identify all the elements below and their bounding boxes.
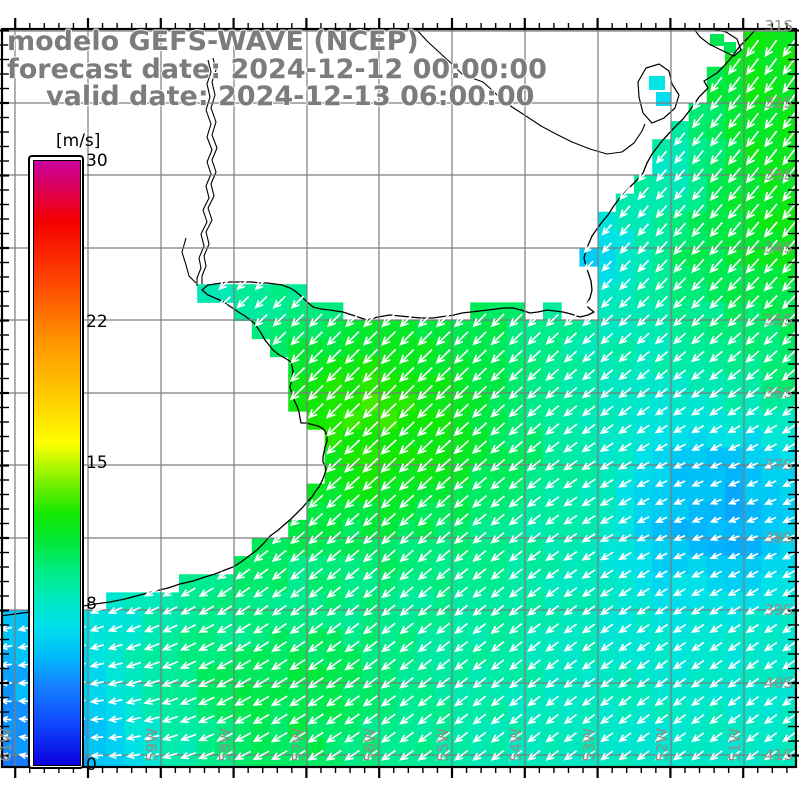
lon-label-56W: 56W xyxy=(361,728,379,762)
valid-date: valid date: 2024-12-13 06:00:00 xyxy=(46,81,535,112)
lat-label-32S: 32S xyxy=(764,94,793,112)
lon-label-55W: 55W xyxy=(434,728,452,762)
lon-label-61W: 61W xyxy=(0,728,15,762)
axis-ticks xyxy=(0,18,799,778)
wind-arrows xyxy=(2,39,796,761)
lon-label-52W: 52W xyxy=(653,728,671,762)
lon-label-51W: 51W xyxy=(726,728,744,762)
forecast-date: forecast date: 2024-12-12 00:00:00 xyxy=(7,54,547,85)
colorbar-tick-8: 8 xyxy=(86,593,97,614)
colorbar-unit-label: [m/s] xyxy=(56,131,101,151)
lat-label-33S: 33S xyxy=(764,166,793,184)
lat-label-31S: 31S xyxy=(764,17,793,35)
lon-label-59W: 59W xyxy=(143,728,161,762)
colorbar-tick-30: 30 xyxy=(86,151,108,171)
lat-label-41S: 41S xyxy=(764,746,793,764)
lon-label-53W: 53W xyxy=(580,728,598,762)
lon-label-54W: 54W xyxy=(507,728,525,762)
colorbar-tick-15: 15 xyxy=(86,453,108,473)
lat-label-38S: 38S xyxy=(764,529,793,547)
lon-label-58W: 58W xyxy=(216,728,234,762)
lat-label-37S: 37S xyxy=(764,456,793,474)
colorbar-tick-22: 22 xyxy=(86,312,108,333)
lat-label-40S: 40S xyxy=(764,674,793,692)
lon-label-57W: 57W xyxy=(289,728,307,762)
lat-label-39S: 39S xyxy=(764,601,793,619)
lat-label-35S: 35S xyxy=(764,311,793,329)
lat-label-36S: 36S xyxy=(764,384,793,402)
colorbar-tick-0: 0 xyxy=(86,755,97,775)
map-frame xyxy=(0,27,798,769)
colorbar xyxy=(28,155,84,769)
colorbar-gradient xyxy=(33,160,81,766)
model-title: modelo GEFS-WAVE (NCEP) xyxy=(7,26,419,57)
lat-label-34S: 34S xyxy=(764,239,793,257)
